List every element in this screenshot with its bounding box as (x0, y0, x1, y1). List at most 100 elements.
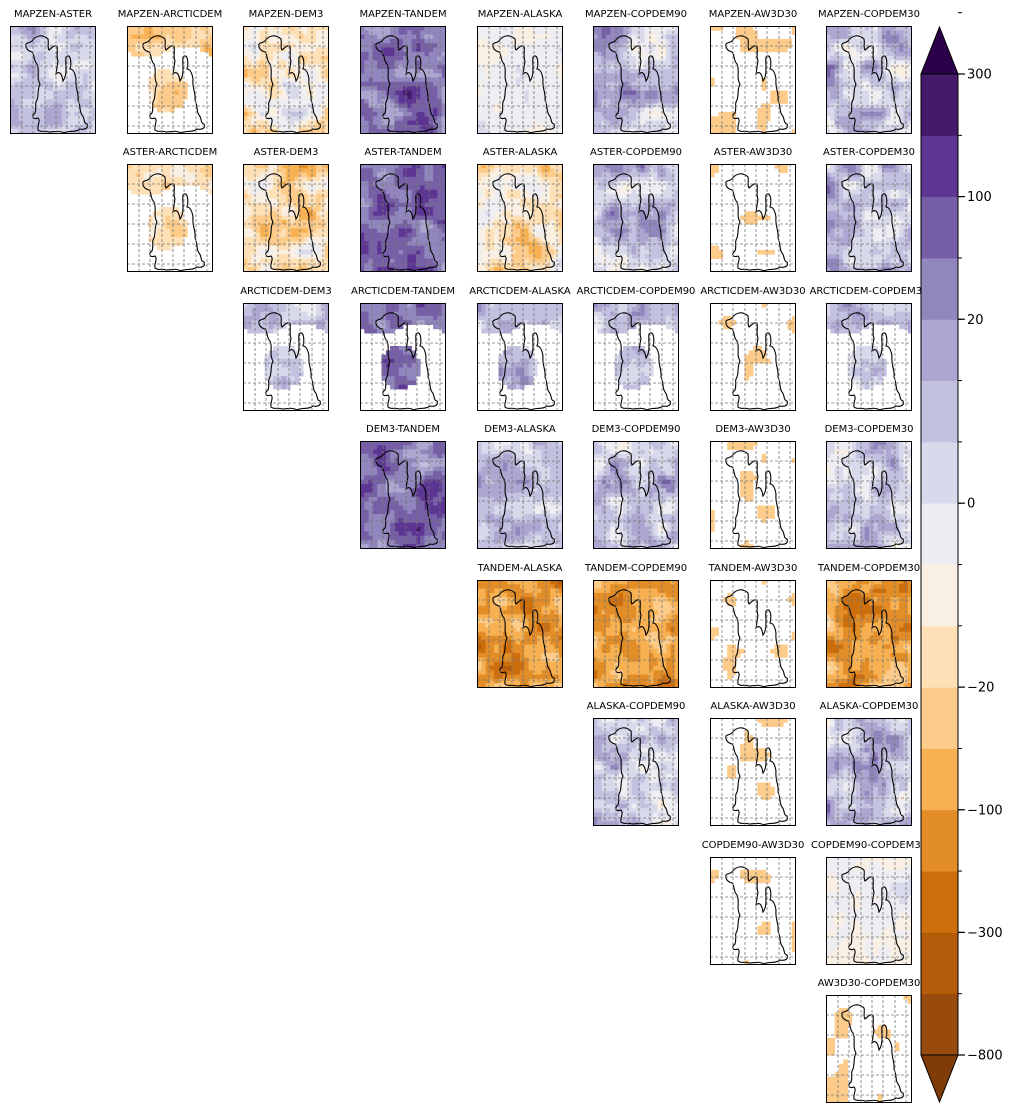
panel-map (360, 441, 446, 549)
panel-gridlines (477, 580, 563, 688)
panel-title: ARCTICDEM-AW3D30 (700, 286, 805, 297)
panel-title: COPDEM90-AW3D30 (702, 840, 805, 851)
panel-title: DEM3-ALASKA (484, 424, 556, 435)
panel-title: MAPZEN-DEM3 (249, 9, 324, 20)
panel-gridlines (710, 718, 796, 826)
panel: MAPZEN-TANDEM (359, 9, 447, 134)
panel-gridlines (360, 26, 446, 134)
panel: ASTER-COPDEM30 (823, 147, 915, 272)
panel-gridlines (243, 164, 329, 272)
panel: ASTER-COPDEM90 (590, 147, 682, 272)
panel-gridlines (477, 26, 563, 134)
panel-map (710, 441, 796, 549)
panel-gridlines (10, 26, 96, 134)
panel: ASTER-ALASKA (477, 147, 563, 272)
panel-title: AW3D30-COPDEM30 (818, 978, 921, 989)
colorbar-bin (921, 625, 958, 688)
panel-title: ARCTICDEM-COPDEM90 (577, 286, 696, 297)
panel-title: MAPZEN-ASTER (14, 9, 92, 20)
panel-gridlines (593, 26, 679, 134)
panel-map (826, 26, 912, 134)
panel: AW3D30-COPDEM30 (818, 978, 921, 1103)
panel-gridlines (826, 164, 912, 272)
panel-map (826, 857, 912, 965)
colorbar-bin (921, 135, 958, 198)
colorbar-tick-label: −20 (967, 681, 994, 696)
panel: ALASKA-COPDEM30 (820, 701, 919, 826)
panel: ALASKA-COPDEM90 (587, 701, 685, 826)
panel-map (826, 164, 912, 272)
panel-map (826, 441, 912, 549)
panel-title: ALASKA-COPDEM30 (820, 701, 919, 712)
panel-title: ASTER-COPDEM90 (590, 147, 682, 158)
panel-map (593, 303, 679, 411)
panel-gridlines (360, 441, 446, 549)
panel-title: DEM3-AW3D30 (715, 424, 790, 435)
panel: TANDEM-COPDEM90 (584, 563, 687, 688)
panel: DEM3-ALASKA (477, 424, 563, 549)
panel-title: TANDEM-COPDEM30 (817, 563, 920, 574)
colorbar-extend-low (920, 1054, 959, 1104)
panel-map (826, 995, 912, 1103)
panel-map (243, 164, 329, 272)
panel-title: ASTER-DEM3 (254, 147, 319, 158)
panel: ASTER-ARCTICDEM (123, 147, 217, 272)
panel-map (710, 26, 796, 134)
panel-map (10, 26, 96, 134)
panel-map (593, 441, 679, 549)
panel-gridlines (593, 441, 679, 549)
panel-map (243, 26, 329, 134)
panel-map (593, 164, 679, 272)
colorbar-bin (921, 932, 958, 995)
panel-map (243, 303, 329, 411)
panel: ARCTICDEM-COPDEM90 (577, 286, 696, 411)
panel-title: ARCTICDEM-DEM3 (240, 286, 332, 297)
panel-title: TANDEM-AW3D30 (708, 563, 798, 574)
colorbar-bin (921, 993, 958, 1056)
panel-map (593, 718, 679, 826)
panel-map (826, 718, 912, 826)
panel: MAPZEN-ASTER (10, 9, 96, 134)
colorbar: 800300100200−20−100−300−800 (920, 12, 1003, 1104)
panel-gridlines (477, 164, 563, 272)
panel-title: ASTER-ALASKA (483, 147, 558, 158)
panel: MAPZEN-ALASKA (477, 9, 563, 134)
panel: DEM3-TANDEM (360, 424, 446, 549)
colorbar-bin (921, 687, 958, 749)
colorbar-bin (921, 257, 958, 320)
panel: TANDEM-ALASKA (477, 563, 563, 688)
panel-title: TANDEM-ALASKA (477, 563, 563, 574)
panel-gridlines (826, 441, 912, 549)
panel-gridlines (826, 580, 912, 688)
colorbar-bin (921, 748, 958, 811)
colorbar-bin (921, 196, 958, 259)
panel: ASTER-DEM3 (243, 147, 329, 272)
colorbar-tick-label: −300 (967, 926, 1003, 941)
panel-map (360, 26, 446, 134)
colorbar-tick-label: 300 (967, 68, 992, 83)
panel-gridlines (243, 303, 329, 411)
panel-map (593, 26, 679, 134)
panel-title: MAPZEN-AW3D30 (709, 9, 798, 20)
colorbar-extend-high (920, 25, 959, 75)
panel-gridlines (360, 164, 446, 272)
panel: DEM3-COPDEM90 (592, 424, 681, 549)
panel: ARCTICDEM-AW3D30 (700, 286, 806, 411)
panel-map (360, 164, 446, 272)
panel: ALASKA-AW3D30 (710, 701, 796, 826)
panel-map (477, 164, 563, 272)
panel-map (477, 303, 563, 411)
panel: MAPZEN-AW3D30 (709, 9, 798, 134)
panel-title: DEM3-COPDEM90 (592, 424, 681, 435)
panel-map (477, 441, 563, 549)
colorbar-bin (921, 74, 958, 136)
panel-title: ASTER-COPDEM30 (823, 147, 915, 158)
panel-gridlines (710, 26, 796, 134)
panel-title: ASTER-AW3D30 (714, 147, 793, 158)
panel-map (826, 580, 912, 688)
panel-gridlines (477, 441, 563, 549)
panel-map (710, 580, 796, 688)
colorbar-bin (921, 319, 958, 382)
colorbar-bin (921, 564, 958, 627)
panel-title: ARCTICDEM-COPDEM30 (810, 286, 929, 297)
